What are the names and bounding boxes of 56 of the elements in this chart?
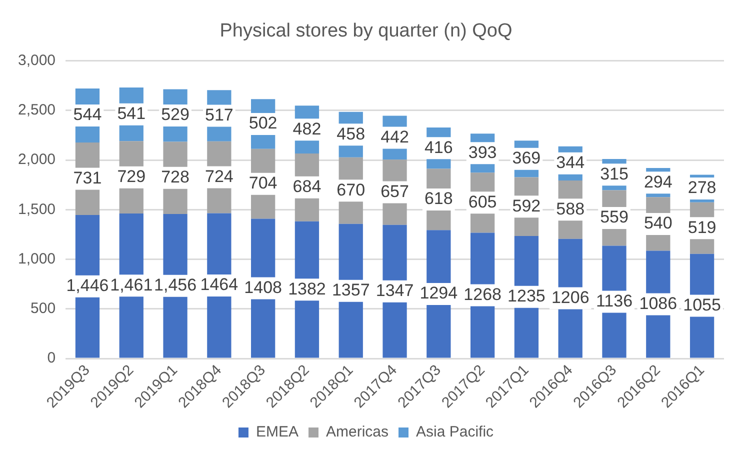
- data-label: 393: [468, 142, 497, 162]
- data-label: 1,446: [66, 276, 109, 296]
- data-label: 657: [380, 182, 409, 201]
- data-label: 529: [161, 105, 190, 124]
- data-label: 731: [73, 168, 102, 188]
- data-label: 724: [204, 167, 234, 186]
- data-label: 1268: [464, 284, 502, 304]
- data-label: 502: [248, 114, 278, 133]
- data-label: 315: [600, 164, 628, 184]
- data-label: 1,456: [154, 276, 197, 295]
- data-label: 1055: [683, 295, 721, 314]
- data-label: 458: [336, 124, 366, 144]
- legend-label: EMEA: [256, 424, 298, 441]
- data-label: 1206: [551, 288, 590, 307]
- data-label: 442: [380, 127, 409, 146]
- data-label: 1382: [288, 279, 326, 298]
- legend-label: Americas: [326, 424, 388, 441]
- data-label: 544: [73, 105, 102, 124]
- data-label: 517: [204, 105, 234, 124]
- data-label: 369: [512, 148, 541, 168]
- data-label: 1408: [244, 278, 282, 297]
- y-tick-label: 1,000: [18, 250, 56, 268]
- data-label: 1,461: [110, 275, 153, 294]
- data-label: 684: [292, 177, 322, 196]
- data-label: 1294: [420, 284, 458, 303]
- data-label: 670: [336, 180, 366, 200]
- data-label: 540: [644, 214, 672, 233]
- data-label: 294: [644, 172, 672, 192]
- data-label: 605: [468, 192, 497, 212]
- data-label: 728: [161, 168, 190, 187]
- data-label: 416: [424, 138, 453, 157]
- data-label: 559: [600, 208, 628, 227]
- data-label: 482: [292, 119, 322, 138]
- data-label: 541: [117, 104, 146, 124]
- data-label: 704: [248, 174, 278, 193]
- y-tick-label: 2,000: [18, 151, 56, 168]
- data-label: 519: [688, 218, 716, 237]
- data-label: 1464: [200, 275, 238, 294]
- data-label: 1235: [508, 286, 546, 306]
- data-label: 1357: [332, 280, 370, 300]
- data-label: 1347: [376, 281, 414, 300]
- data-label: 729: [117, 167, 146, 186]
- y-tick-label: 2,500: [18, 102, 56, 119]
- data-label: 1136: [596, 291, 633, 310]
- y-tick-label: 3,000: [18, 52, 56, 69]
- y-tick-label: 1,500: [18, 200, 56, 218]
- chart-title: Physical stores by quarter (n) QoQ: [220, 20, 512, 42]
- data-label: 588: [556, 199, 585, 218]
- y-tick-label: 0: [47, 350, 56, 367]
- legend-label: Asia Pacific: [416, 424, 494, 441]
- data-label: 1086: [639, 294, 678, 313]
- data-label: 278: [688, 178, 716, 198]
- data-label: 592: [512, 196, 541, 216]
- y-tick-label: 500: [30, 300, 56, 318]
- data-label: 618: [424, 189, 453, 208]
- data-label: 344: [556, 153, 585, 172]
